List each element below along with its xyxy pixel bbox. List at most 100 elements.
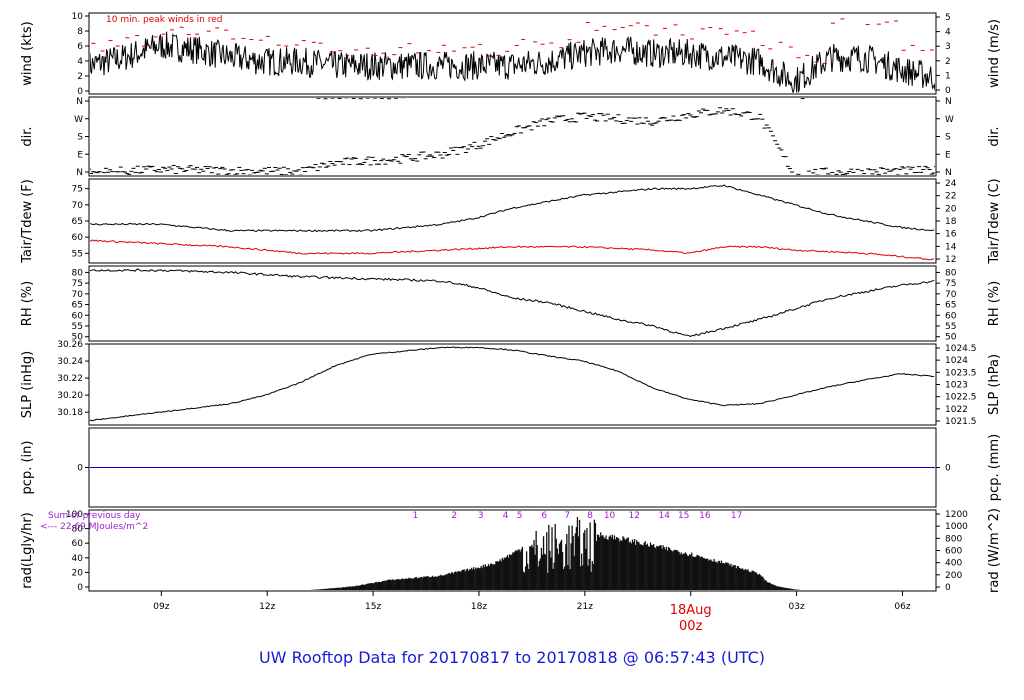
rh-left-tick-label: 80 (72, 268, 84, 278)
slp-right-axis-label: SLP (hPa) (987, 354, 1002, 415)
wind-right-tick-label: 4 (945, 28, 951, 38)
x-tick-label: 15z (365, 602, 381, 612)
rh-frame (88, 265, 937, 342)
wind-annotation: 10 min. peak winds in red (106, 15, 223, 25)
slp-right-tick-label: 1024.5 (945, 344, 977, 354)
rh-right-tick-label: 70 (945, 290, 957, 300)
wind-left-tick-label: 2 (77, 72, 83, 82)
rad-right-axis-label: rad (W/m^2) (987, 508, 1002, 593)
rh-right-tick-label: 80 (945, 268, 957, 278)
temp-right-tick-label: 24 (945, 179, 957, 189)
x-tick-label: 03z (789, 602, 805, 612)
x-tick-label: 06z (894, 602, 910, 612)
temp-left-tick-label: 55 (72, 249, 83, 259)
rad-hour-label: 12 (629, 511, 640, 521)
temp-right-tick-label: 14 (945, 242, 957, 252)
wind-left-tick-label: 0 (77, 87, 83, 97)
temp-right-tick-label: 20 (945, 204, 957, 214)
x-tick-label: 21z (577, 602, 593, 612)
slp-left-tick-label: 30.18 (57, 408, 83, 418)
dir-left-tick-label: N (76, 168, 83, 178)
wind-left-tick-label: 4 (77, 57, 83, 67)
rh-data (90, 268, 935, 338)
temp-left-tick-label: 75 (72, 185, 83, 195)
wind-frame (88, 12, 937, 95)
dir-right-tick-label: N (945, 97, 952, 107)
dir-frame (88, 96, 937, 177)
slp-left-axis-label: SLP (inHg) (20, 351, 35, 419)
rad-annotation-2: <--- 22.69 MJoules/m^2 (40, 522, 148, 532)
rad-right-tick-label: 0 (945, 583, 951, 593)
dir-data (90, 98, 935, 175)
rad-hour-label: 2 (451, 511, 457, 521)
wind-right-tick-label: 3 (945, 42, 951, 52)
wind-right-tick-label: 1 (945, 71, 951, 81)
x-tick-label: 12z (259, 602, 275, 612)
temp-right-axis-label: Tair/Tdew (C) (987, 178, 1002, 264)
slp-panel: SLP (inHg) SLP (hPa) 30.18 30.20 30.22 30.24 3… (20, 340, 1002, 427)
wind-data (90, 18, 935, 93)
x-tick-label: 18z (471, 602, 487, 612)
wind-right-tick-label: 5 (945, 13, 951, 23)
rad-annotation-1: Sum of previous day (48, 511, 141, 521)
pcp-right-axis-label: pcp. (mm) (987, 434, 1002, 501)
rad-hour-label: 7 (564, 511, 570, 521)
slp-right-tick-label: 1023.5 (945, 368, 977, 378)
wind-left-tick-label: 10 (72, 12, 84, 22)
rh-left-axis-label: RH (%) (20, 281, 35, 326)
temp-data (90, 184, 935, 261)
rad-hour-label: 10 (604, 511, 616, 521)
rh-left-tick-label: 70 (72, 290, 84, 300)
page-title: UW Rooftop Data for 20170817 to 20170818… (258, 648, 766, 667)
temp-left-tick-label: 70 (72, 201, 84, 211)
temp-right-tick-label: 16 (945, 230, 957, 240)
temp-left-tick-label: 65 (72, 217, 83, 227)
wind-right-tick-label: 0 (945, 86, 951, 96)
dir-right-tick-label: W (945, 115, 954, 125)
rh-left-tick-label: 60 (72, 311, 84, 321)
rad-left-tick-label: 80 (72, 525, 84, 535)
temp-right-tick-label: 12 (945, 255, 956, 265)
dir-left-tick-label: S (77, 133, 83, 143)
temp-right-tick-label: 18 (945, 217, 957, 227)
rad-right-tick-label: 1000 (945, 522, 968, 532)
slp-left-tick-label: 30.20 (57, 391, 83, 401)
rad-right-tick-label: 600 (945, 547, 962, 557)
wind-panel: wind (kts) wind (m/s) 0 2 4 6 8 10 0 1 2 3 4 5 10 min.… (20, 12, 1002, 97)
rad-left-tick-label: 0 (77, 583, 83, 593)
rad-hour-label: 1 (413, 511, 419, 521)
wind-left-tick-label: 8 (77, 27, 83, 37)
rad-left-tick-label: 60 (72, 539, 84, 549)
dir-right-tick-label: S (945, 133, 951, 143)
pcp-right-tick-label: 0 (945, 464, 951, 474)
dir-left-tick-label: E (77, 150, 83, 160)
slp-line (90, 346, 935, 422)
wind-left-tick-label: 6 (77, 42, 83, 52)
rh-right-tick-label: 75 (945, 279, 956, 289)
rad-left-axis-label: rad(Lgly/hr) (20, 512, 35, 588)
pcp-left-axis-label: pcp. (in) (20, 441, 35, 495)
dir-right-tick-label: N (945, 168, 952, 178)
slp-left-tick-label: 30.24 (57, 357, 83, 367)
dir-left-tick-label: W (74, 115, 83, 125)
wind-speed-line (90, 31, 935, 93)
rad-right-tick-label: 800 (945, 534, 962, 544)
rh-left-tick-label: 65 (72, 301, 83, 311)
temp-left-axis-label: Tair/Tdew (F) (20, 179, 35, 264)
slp-frame (88, 343, 937, 426)
dir-left-tick-label: N (76, 97, 83, 107)
wind-right-axis-label: wind (m/s) (987, 19, 1002, 88)
rad-right-tick-label: 400 (945, 559, 962, 569)
rad-panel: rad(Lgly/hr) rad (W/m^2)02040608010002004… (20, 508, 1002, 593)
wind-left-axis-label: wind (kts) (20, 21, 35, 85)
dir-right-tick-label: E (945, 150, 951, 160)
rh-left-tick-label: 50 (72, 333, 84, 343)
rh-right-tick-label: 50 (945, 333, 957, 343)
rad-left-tick-label: 100 (66, 510, 83, 520)
rad-hour-label: 15 (678, 511, 689, 521)
rh-right-tick-label: 60 (945, 311, 957, 321)
rad-hour-label: 3 (478, 511, 484, 521)
x-tick-label: 09z (153, 602, 169, 612)
